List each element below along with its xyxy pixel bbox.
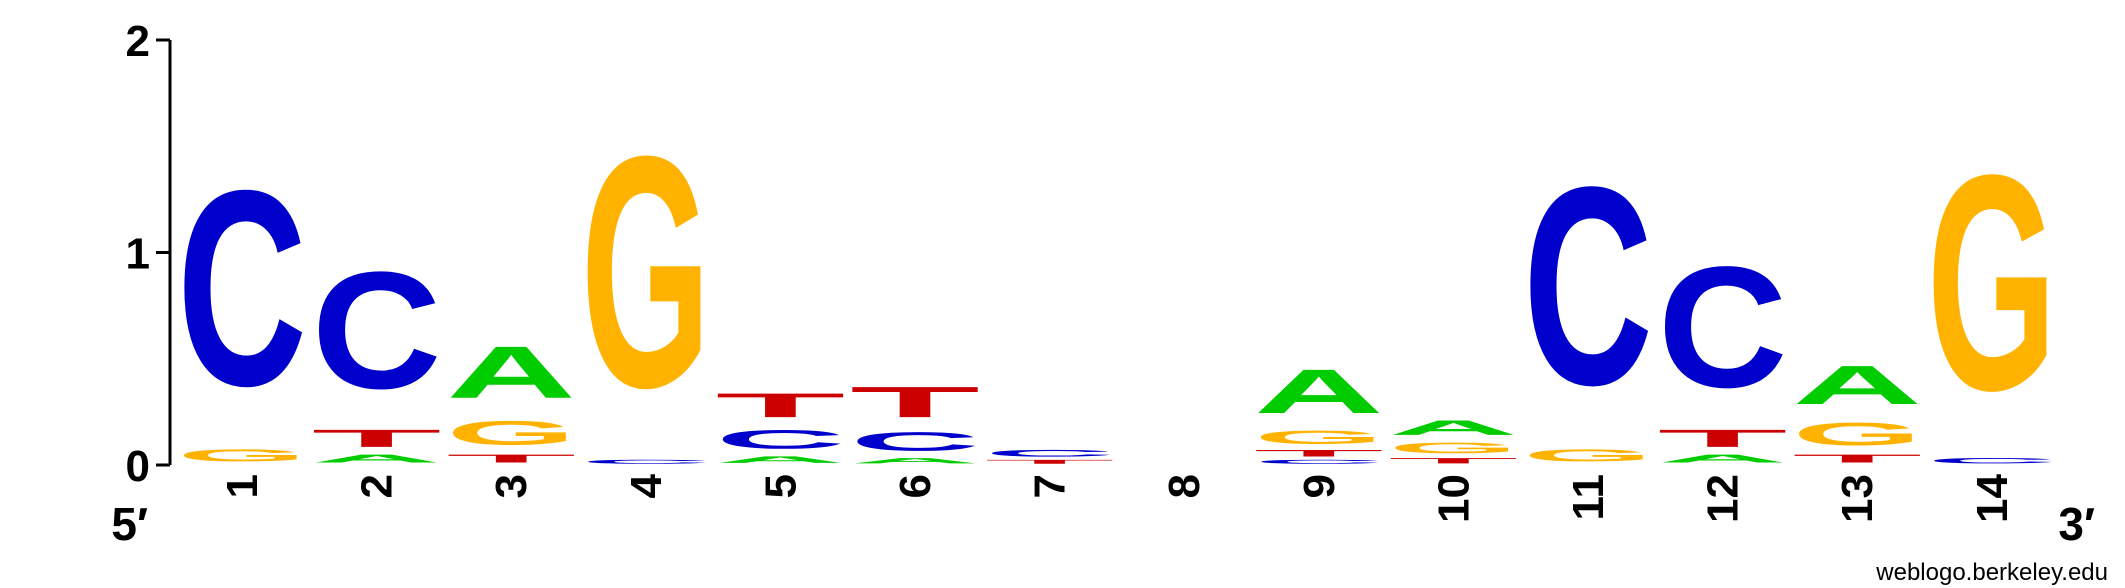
x-tick-label: 9	[1295, 474, 1344, 498]
x-tick-label: 7	[1026, 474, 1075, 498]
logo-letter-t: T	[985, 459, 1115, 465]
x-tick-label: 12	[1699, 474, 1748, 523]
y-tick-label: 0	[126, 442, 150, 491]
logo-letter-c: C	[312, 237, 442, 424]
logo-letter-c: C	[1254, 459, 1384, 465]
x-tick-label: 11	[1564, 474, 1613, 521]
logo-letter-c: C	[715, 425, 845, 455]
logo-letter-g: G	[1792, 416, 1922, 452]
logo-letter-a: A	[715, 454, 845, 465]
logo-letter-t: T	[715, 386, 845, 424]
logo-letter-t: T	[1388, 456, 1518, 464]
logo-letter-g: G	[1254, 427, 1384, 448]
logo-letter-a: A	[1792, 355, 1922, 416]
logo-letter-t: T	[446, 452, 576, 465]
logo-letter-a: A	[1388, 416, 1518, 439]
logo-letter-a: A	[446, 331, 576, 414]
logo-letter-a: A	[1254, 356, 1384, 426]
x-tick-label: 1	[218, 474, 267, 498]
logo-letter-c: C	[1658, 231, 1788, 424]
x-tick-label: 2	[353, 474, 402, 498]
logo-letter-g: G	[177, 446, 307, 465]
logo-letter-t: T	[850, 378, 980, 427]
logo-letter-g: G	[581, 88, 711, 456]
logo-letter-g: G	[1388, 440, 1518, 457]
logo-letter-a: A	[312, 452, 442, 465]
logo-letter-g: G	[1523, 446, 1653, 465]
logo-letter-c: C	[1927, 456, 2057, 464]
x-tick-label: 14	[1968, 473, 2017, 522]
logo-letter-g: G	[1927, 112, 2057, 455]
x-tick-label: 3	[487, 474, 536, 498]
logo-letter-c: C	[1523, 128, 1653, 444]
five-prime-label: 5′	[111, 498, 148, 550]
logo-letter-a: A	[1658, 452, 1788, 465]
x-tick-label: 5	[756, 474, 805, 498]
logo-letter-g: G	[446, 414, 576, 452]
logo-letter-t: T	[1658, 425, 1788, 453]
logo-letter-t: T	[312, 425, 442, 453]
weblogo-credit: weblogo.berkeley.edu	[1875, 559, 2108, 586]
logo-letter-c: C	[985, 448, 1115, 459]
y-tick-label: 2	[126, 17, 150, 66]
x-tick-label: 13	[1833, 474, 1882, 523]
logo-letter-c: C	[177, 133, 307, 444]
logo-letter-t: T	[1254, 448, 1384, 459]
logo-letter-a: A	[850, 456, 980, 464]
y-tick-label: 1	[126, 230, 150, 279]
x-tick-label: 6	[891, 474, 940, 498]
x-tick-label: 4	[622, 473, 671, 498]
logo-letter-c: C	[850, 427, 980, 457]
x-tick-label: 8	[1160, 474, 1209, 498]
x-tick-label: 10	[1429, 474, 1478, 523]
logo-letter-t: T	[1792, 452, 1922, 465]
three-prime-label: 3′	[2058, 498, 2095, 550]
logo-letter-c: C	[581, 459, 711, 465]
